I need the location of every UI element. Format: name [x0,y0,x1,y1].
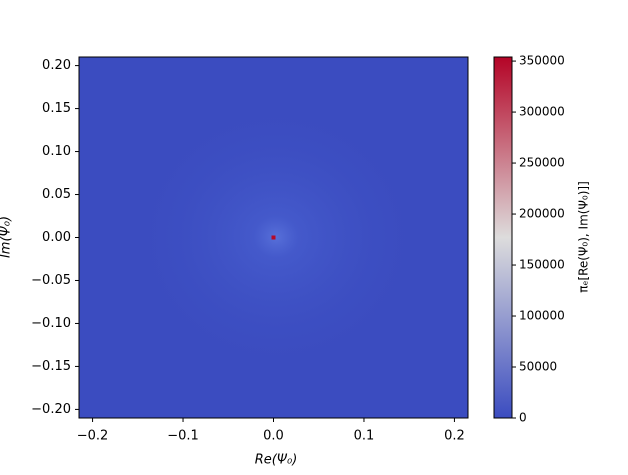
colorbar-tick-label: 0 [519,411,527,425]
x-axis-label: Re(Ψ₀) [255,453,298,468]
y-tick-label: 0.05 [42,187,71,202]
colorbar-tick-label: 50000 [519,360,557,374]
colorbar-tick-label: 250000 [519,156,565,170]
colorbar-tick-label: 350000 [519,54,565,68]
colorbar-label: πₑ[Re(Ψ₀), Im(Ψ₀)]] [577,181,591,293]
y-tick-label: 0.15 [42,101,71,116]
y-tick-label: 0.00 [42,230,71,245]
colorbar-tick-label: 200000 [519,207,565,221]
x-tick-label: −0.2 [77,429,109,444]
x-tick-label: −0.1 [167,429,199,444]
y-tick-label: −0.05 [31,273,71,288]
y-tick-label: −0.10 [31,316,71,331]
colorbar-tick-label: 300000 [519,105,565,119]
colorbar-tick-label: 150000 [519,258,565,272]
y-tick-label: −0.20 [31,402,71,417]
y-tick-label: 0.10 [42,144,71,159]
colorbar [493,56,513,419]
colorbar-tick-label: 100000 [519,309,565,323]
x-tick-label: 0.1 [354,429,375,444]
glow [126,97,426,377]
y-tick-label: −0.15 [31,359,71,374]
x-tick-label: 0.0 [263,429,284,444]
y-tick-label: 0.20 [42,58,71,73]
y-axis-label: Im(Ψ₀) [0,216,14,258]
heat-cell [271,235,276,240]
x-tick-label: 0.2 [444,429,465,444]
